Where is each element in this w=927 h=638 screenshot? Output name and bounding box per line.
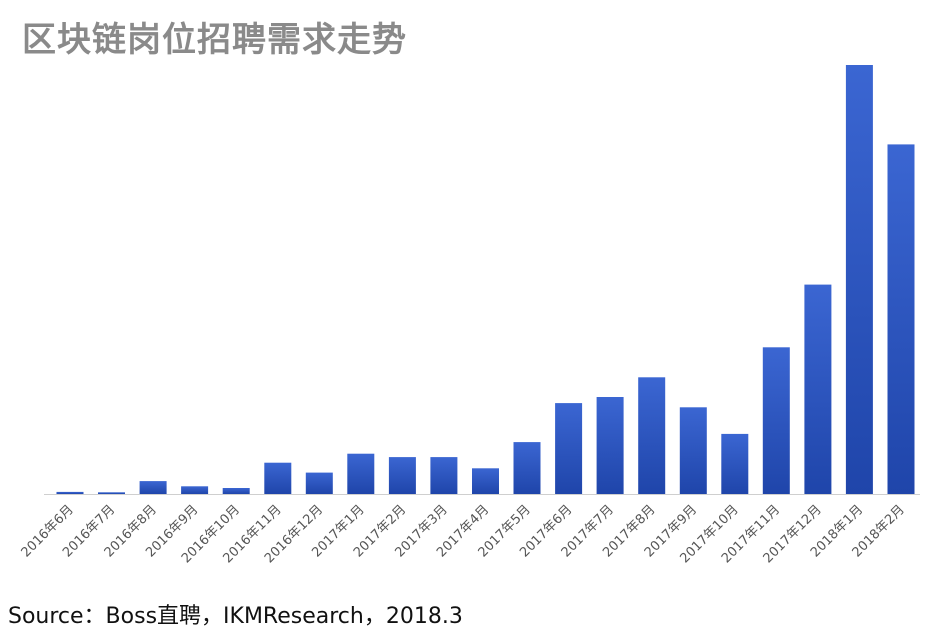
bar-2016年12月 bbox=[305, 472, 333, 495]
x-tick-labels: 2016年6月2016年7月2016年8月2016年9月2016年10月2016… bbox=[19, 502, 908, 566]
bar-2017年2月 bbox=[388, 457, 416, 494]
bar-2016年8月 bbox=[139, 481, 167, 494]
bar-2016年7月 bbox=[98, 492, 125, 494]
bar-2017年1月 bbox=[347, 453, 375, 494]
bar-chart-plot: 2016年6月2016年7月2016年8月2016年9月2016年10月2016… bbox=[19, 65, 920, 566]
bar-2017年10月 bbox=[721, 433, 749, 494]
bar-2018年2月 bbox=[887, 144, 915, 494]
bar-2016年6月 bbox=[56, 491, 84, 494]
bar-2017年8月 bbox=[638, 377, 666, 494]
bar-2017年9月 bbox=[679, 407, 707, 494]
bar-2018年1月 bbox=[845, 65, 873, 494]
bar-2017年4月 bbox=[472, 468, 499, 494]
bar-2017年7月 bbox=[596, 397, 624, 494]
bar-2017年12月 bbox=[804, 284, 832, 494]
bar-2016年10月 bbox=[222, 488, 250, 494]
chart-title: 区块链岗位招聘需求走势 bbox=[22, 20, 407, 60]
source-note: Source：Boss直聘，IKMResearch，2018.3 bbox=[8, 604, 463, 629]
bar-2017年11月 bbox=[762, 347, 790, 494]
bar-2017年6月 bbox=[555, 403, 583, 494]
bar-2016年11月 bbox=[264, 462, 292, 494]
bars-layer bbox=[56, 65, 915, 495]
bar-2017年3月 bbox=[430, 457, 458, 494]
bar-2017年5月 bbox=[513, 442, 541, 494]
bar-2016年9月 bbox=[181, 486, 209, 494]
